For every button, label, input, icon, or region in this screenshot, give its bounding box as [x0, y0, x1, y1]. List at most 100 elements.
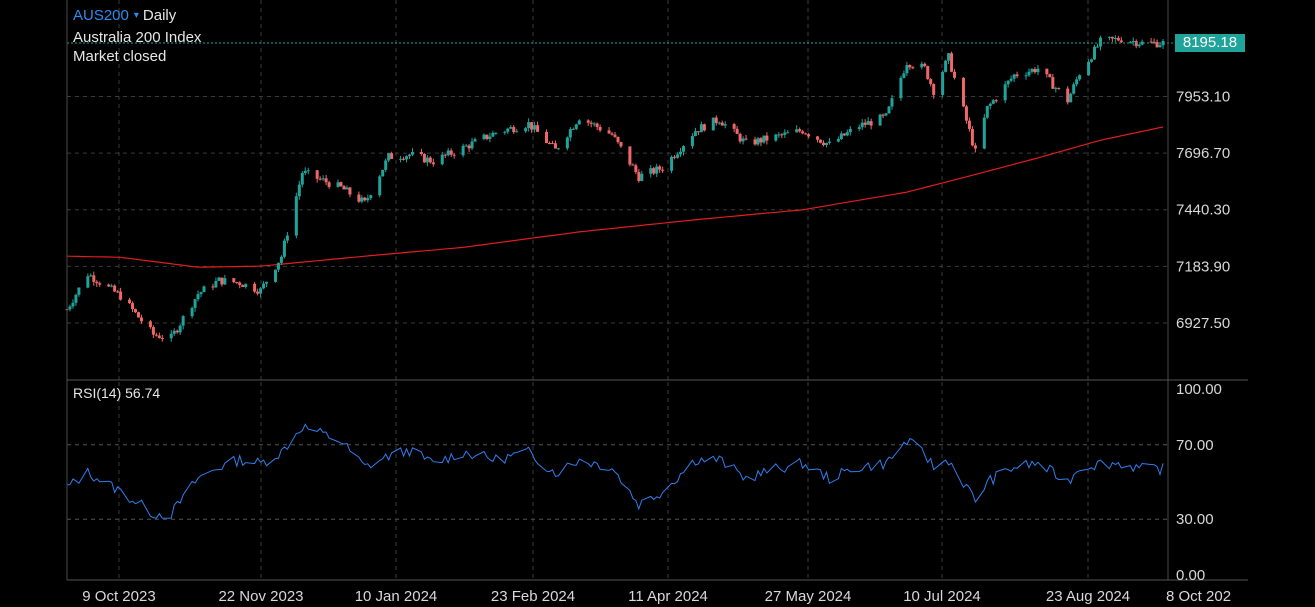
candle-down [1057, 87, 1061, 89]
candle-down [131, 303, 135, 310]
candle-up [384, 160, 388, 170]
candle-down [1152, 41, 1156, 43]
candle-down [619, 142, 623, 147]
candle-down [842, 133, 846, 136]
candle-up [190, 307, 194, 317]
candle-down [160, 338, 164, 340]
candle-up [640, 173, 644, 181]
time-tick-label: 9 Oct 2023 [82, 588, 155, 605]
candle-up [494, 132, 498, 134]
candle-down [113, 285, 117, 292]
candle-up [568, 129, 572, 138]
rsi-legend: RSI(14) 56.74 [73, 385, 160, 401]
candle-up [556, 148, 560, 150]
candle-down [119, 291, 123, 300]
candle-down [98, 283, 102, 285]
symbol-name[interactable]: AUS200 [73, 7, 129, 24]
candle-up [795, 129, 799, 133]
candle-up [899, 77, 903, 99]
candle-down [595, 123, 599, 127]
candle-up [655, 166, 659, 174]
candle-up [509, 127, 513, 129]
rsi-tick-label: 100.00 [1176, 381, 1222, 398]
candle-down [95, 281, 99, 284]
candle-up [920, 63, 924, 68]
candle-down [738, 133, 742, 142]
candle-down [241, 285, 245, 288]
candle-up [905, 65, 909, 74]
candle-down [431, 162, 435, 165]
candle-up [410, 151, 414, 155]
candle-up [214, 280, 218, 288]
candle-up [711, 117, 715, 131]
candle-up [1069, 93, 1073, 103]
candle-up [1003, 84, 1007, 101]
candle-up [71, 302, 75, 307]
candle-down [1155, 41, 1159, 48]
time-tick-label: 10 Jan 2024 [355, 588, 438, 605]
candle-up [1054, 87, 1058, 89]
symbol-row[interactable]: AUS200 ▾ Daily [73, 7, 176, 25]
symbol-dropdown-icon[interactable]: ▾ [133, 10, 139, 21]
price-axis-ticks: 7953.10 7696.70 7440.30 7183.90 6927.50 [1176, 88, 1230, 332]
candle-down [485, 134, 489, 139]
candle-up [336, 182, 340, 187]
candle-down [911, 67, 915, 69]
candle-down [545, 131, 549, 144]
timeframe-label[interactable]: Daily [142, 7, 177, 24]
candle-up [408, 154, 412, 157]
candle-down [390, 153, 394, 159]
candle-up [649, 168, 653, 174]
candle-down [315, 170, 319, 179]
candle-down [613, 134, 617, 137]
candle-down [634, 165, 638, 173]
candle-down [950, 53, 954, 72]
candle-up [845, 132, 849, 136]
candle-down [732, 124, 736, 129]
candle-up [839, 133, 843, 139]
candle-down [154, 334, 158, 336]
candle-up [202, 286, 206, 293]
candle-up [1009, 78, 1013, 81]
candle-up [321, 178, 325, 180]
candle-down [673, 156, 677, 158]
candle-up [1140, 41, 1144, 45]
candle-up [279, 256, 283, 263]
time-tick-label: 11 Apr 2024 [628, 588, 708, 605]
candle-up [515, 131, 519, 133]
candle-up [306, 170, 310, 172]
candle-down [598, 126, 602, 131]
candle-down [232, 278, 236, 283]
candle-up [1072, 84, 1076, 94]
candle-down [530, 122, 534, 130]
candle-down [863, 122, 867, 125]
time-axis-ticks: 9 Oct 2023 22 Nov 2023 10 Jan 2024 23 Feb 2… [82, 588, 1231, 605]
candle-up [1131, 41, 1135, 43]
candle-down [637, 172, 641, 181]
candle-down [235, 282, 239, 284]
candle-up [985, 105, 989, 118]
candle-down [134, 309, 138, 313]
candle-down [256, 291, 260, 294]
grid-lines [67, 0, 1168, 580]
candle-down [151, 327, 155, 335]
candle-down [819, 139, 823, 143]
candle-down [422, 153, 426, 163]
candle-up [74, 294, 78, 303]
candle-up [1095, 46, 1099, 48]
candle-up [369, 195, 373, 199]
candle-down [696, 131, 700, 133]
candle-up [446, 150, 450, 156]
candle-up [262, 283, 266, 289]
candle-down [926, 66, 930, 80]
candle-down [342, 186, 346, 190]
candle-up [723, 124, 727, 126]
candle-down [550, 143, 554, 145]
candle-up [941, 71, 945, 95]
time-tick-label: 8 Oct 202 [1166, 588, 1231, 605]
candle-down [923, 63, 927, 67]
candle-up [464, 145, 468, 147]
candle-up [827, 141, 831, 143]
candle-down [807, 134, 811, 137]
candle-down [780, 134, 784, 136]
